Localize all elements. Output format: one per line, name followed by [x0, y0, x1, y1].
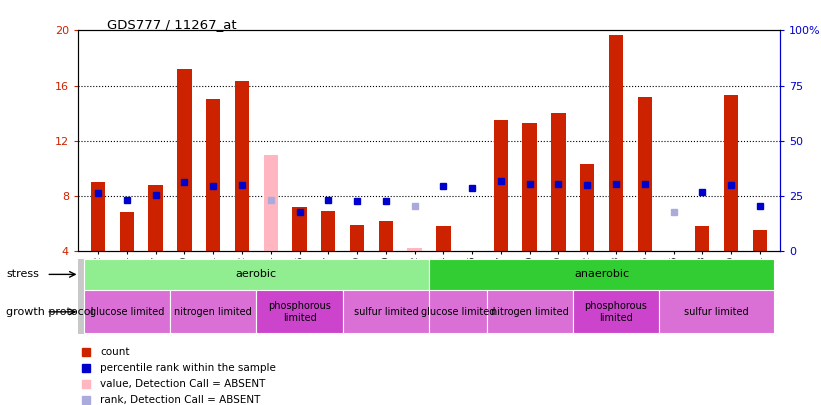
Text: rank, Detection Call = ABSENT: rank, Detection Call = ABSENT	[100, 395, 261, 405]
Bar	[638, 96, 652, 251]
Text: aerobic: aerobic	[236, 269, 277, 279]
Bar	[170, 290, 256, 333]
Text: percentile rank within the sample: percentile rank within the sample	[100, 363, 277, 373]
Bar	[429, 259, 774, 290]
Text: glucose limited: glucose limited	[420, 307, 495, 317]
Bar	[493, 120, 508, 251]
Bar	[256, 290, 342, 333]
Bar	[321, 211, 336, 251]
Text: value, Detection Call = ABSENT: value, Detection Call = ABSENT	[100, 379, 266, 389]
Text: anaerobic: anaerobic	[574, 269, 629, 279]
Bar	[580, 164, 594, 251]
Bar	[350, 225, 365, 251]
Text: GDS777 / 11267_at: GDS777 / 11267_at	[107, 18, 236, 31]
Bar	[753, 230, 767, 251]
Bar	[429, 290, 487, 333]
Text: phosphorous
limited: phosphorous limited	[585, 301, 648, 323]
Bar	[551, 113, 566, 251]
Text: sulfur limited: sulfur limited	[685, 307, 749, 317]
Bar	[378, 221, 393, 251]
Bar	[235, 81, 249, 251]
Bar	[573, 290, 659, 333]
Text: phosphorous
limited: phosphorous limited	[268, 301, 331, 323]
Bar	[264, 155, 278, 251]
Bar	[84, 259, 429, 290]
Bar	[292, 207, 307, 251]
Bar	[436, 226, 451, 251]
Text: sulfur limited: sulfur limited	[354, 307, 418, 317]
Text: nitrogen limited: nitrogen limited	[174, 307, 252, 317]
Bar	[177, 69, 191, 251]
Bar	[342, 290, 429, 333]
Text: glucose limited: glucose limited	[89, 307, 164, 317]
Bar	[407, 248, 422, 251]
Bar	[695, 226, 709, 251]
Bar	[724, 95, 738, 251]
Text: growth protocol: growth protocol	[6, 307, 94, 317]
Text: count: count	[100, 347, 130, 357]
Text: stress: stress	[6, 269, 39, 279]
Bar	[149, 185, 163, 251]
Bar	[609, 34, 623, 251]
Bar	[522, 123, 537, 251]
Bar	[91, 182, 105, 251]
Bar	[206, 99, 220, 251]
Bar	[407, 248, 422, 251]
Bar	[264, 248, 278, 251]
Text: nitrogen limited: nitrogen limited	[491, 307, 568, 317]
Bar	[659, 290, 774, 333]
Bar	[120, 213, 134, 251]
Bar	[487, 290, 573, 333]
Bar	[84, 290, 170, 333]
